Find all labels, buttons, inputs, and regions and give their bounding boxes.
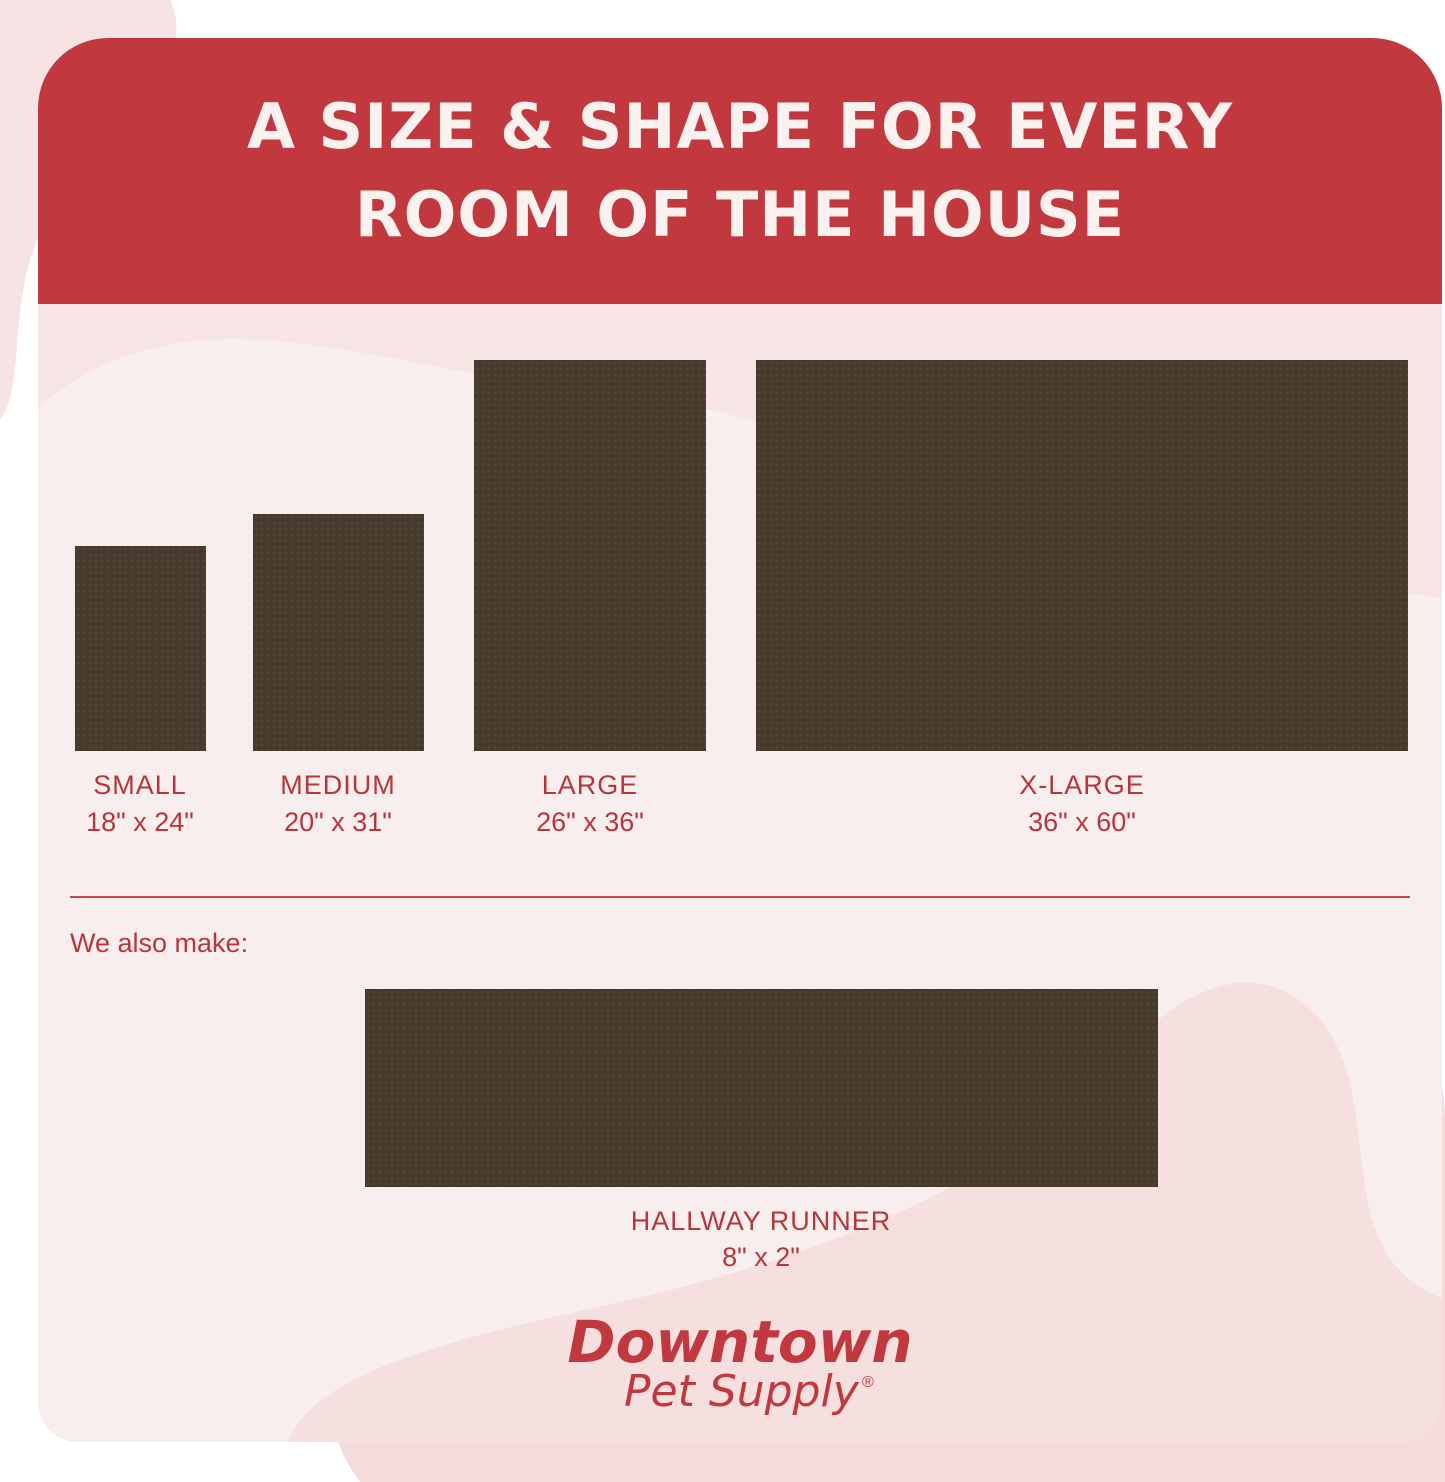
size-dimensions-large: 26" x 36" — [536, 807, 644, 837]
size-name-medium: MEDIUM — [280, 770, 396, 800]
mat-hallway-runner — [365, 989, 1158, 1187]
divider — [70, 896, 1410, 898]
mat-large — [474, 360, 706, 751]
size-dimensions-xlarge: 36" x 60" — [1028, 807, 1136, 837]
title-line-2: ROOM OF THE HOUSE — [354, 178, 1126, 251]
brand-logo-pet-supply: Pet Supply — [624, 1366, 859, 1417]
mat-xlarge — [756, 360, 1408, 751]
size-name-small: SMALL — [93, 770, 187, 800]
also-make-label: We also make: — [70, 928, 249, 958]
brand-logo-downtown: Downtown — [567, 1308, 913, 1376]
size-name-large: LARGE — [541, 770, 639, 800]
page-title: A SIZE & SHAPE FOR EVERY ROOM OF THE HOU… — [247, 83, 1233, 259]
mat-small — [75, 546, 206, 751]
header-banner: A SIZE & SHAPE FOR EVERY ROOM OF THE HOU… — [38, 38, 1442, 304]
size-name-xlarge: X-LARGE — [1019, 770, 1145, 800]
mat-medium — [253, 514, 424, 751]
size-dimensions-small: 18" x 24" — [86, 807, 194, 837]
runner-name: HALLWAY RUNNER — [630, 1206, 892, 1236]
title-line-1: A SIZE & SHAPE FOR EVERY — [246, 90, 1234, 163]
runner-dimensions: 8" x 2" — [722, 1242, 800, 1272]
registered-mark: ® — [862, 1374, 874, 1391]
size-dimensions-medium: 20" x 31" — [284, 807, 392, 837]
